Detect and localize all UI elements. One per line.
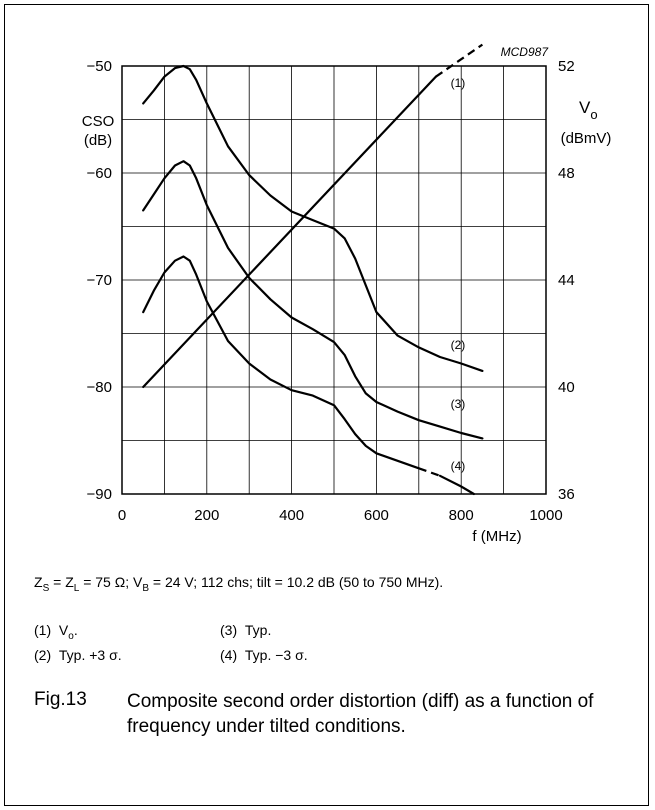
y-right-label-main: V	[579, 98, 591, 117]
legend-item-1: (1) Vo.	[34, 622, 78, 642]
y-left-tick-label: −80	[87, 379, 112, 396]
legend-item-2: (2) Typ. +3 σ.	[34, 647, 122, 663]
x-tick-label: 600	[364, 507, 389, 524]
y-left-label-line2: (dB)	[84, 132, 112, 149]
cso-chart: 0 200 400 600 800 1000 −90 −80 −70 −60 −50 36 40 44 48…	[82, 43, 612, 545]
conditions-text: ZS = ZL = 75 Ω; VB = 24 V; 112 chs; tilt…	[34, 574, 444, 594]
series-line-1-dashed	[435, 43, 484, 78]
series-labels: (1) (2) (3) (4)	[451, 76, 466, 473]
series-label-2: (2)	[451, 338, 466, 352]
tick-labels: 0 200 400 600 800 1000 −90 −80 −70 −60 −50 36 40 44 48…	[87, 58, 575, 524]
x-tick-label: 0	[118, 507, 126, 524]
series-label-4: (4)	[451, 459, 466, 473]
y-right-tick-label: 52	[558, 58, 575, 75]
x-tick-label: 200	[194, 507, 219, 524]
x-tick-label: 1000	[529, 507, 562, 524]
series-lines	[142, 43, 484, 496]
caption-text: Composite second order distortion (diff)…	[127, 691, 594, 737]
series-line-1	[142, 75, 437, 389]
y-left-tick-label: −90	[87, 486, 112, 503]
y-right-label: Vo	[579, 98, 598, 122]
series-label-1: (1)	[451, 76, 466, 90]
y-right-tick-label: 36	[558, 486, 575, 503]
figure-frame	[4, 4, 649, 806]
series-line-2	[142, 64, 484, 372]
caption-number: Fig.13	[34, 689, 87, 710]
series-label-3: (3)	[451, 397, 466, 411]
y-left-label-line1: CSO	[82, 113, 115, 130]
legend-item-3: (3) Typ.	[220, 622, 272, 638]
y-right-tick-label: 40	[558, 379, 575, 396]
series-line-4	[142, 255, 420, 470]
series-line-4-tail	[438, 474, 475, 496]
plot-border	[121, 65, 547, 495]
series-line-3	[142, 160, 484, 440]
y-left-tick-label: −70	[87, 272, 112, 289]
y-left-tick-label: −50	[87, 58, 112, 75]
y-left-tick-label: −60	[87, 165, 112, 182]
legend-item-4: (4) Typ. −3 σ.	[220, 647, 308, 663]
chart-grid	[122, 66, 546, 494]
series-line-4-dashed	[418, 467, 441, 477]
x-axis-label: f (MHz)	[472, 528, 521, 545]
x-tick-label: 400	[279, 507, 304, 524]
y-right-tick-label: 48	[558, 165, 575, 182]
figure-code: MCD987	[501, 45, 550, 59]
y-right-label-unit: (dBmV)	[561, 130, 612, 147]
y-right-tick-label: 44	[558, 272, 575, 289]
y-right-label-sub: o	[590, 107, 597, 122]
x-tick-label: 800	[449, 507, 474, 524]
